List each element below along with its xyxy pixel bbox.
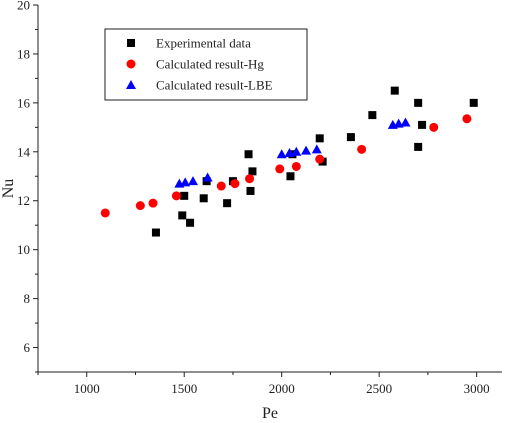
experimental-point	[178, 211, 187, 220]
x-axis-label: Pe	[262, 405, 278, 422]
hg-point	[291, 161, 301, 171]
experimental-point	[246, 186, 255, 195]
legend: Experimental data Calculated result-Hg C…	[104, 28, 308, 101]
legend-square-marker	[127, 39, 135, 47]
hg-point	[216, 181, 226, 191]
x-tick-label: 1500	[171, 381, 197, 396]
lbe-point	[187, 176, 198, 186]
lbe-point	[202, 172, 213, 182]
experimental-point	[414, 98, 423, 107]
experimental-point	[286, 172, 295, 181]
lbe-point	[400, 117, 411, 127]
x-tick-label: 3000	[464, 381, 490, 396]
experimental-point	[418, 120, 427, 129]
y-tick-label: 16	[17, 95, 31, 110]
legend-label-experimental: Experimental data	[156, 36, 251, 51]
y-tick-label: 6	[24, 340, 31, 355]
lbe-point	[291, 146, 302, 156]
hg-point	[357, 144, 367, 154]
experimental-point	[469, 98, 478, 107]
experimental-point	[390, 86, 399, 95]
x-tick-label: 1000	[74, 381, 100, 396]
lbe-point	[180, 177, 191, 187]
x-tick-label: 2000	[269, 381, 295, 396]
experimental-point	[223, 199, 232, 208]
axes	[37, 5, 502, 373]
y-tick-label: 20	[17, 0, 30, 13]
lbe-point	[301, 145, 312, 155]
hg-point	[315, 154, 325, 164]
hg-point	[148, 198, 158, 208]
hg-point	[171, 191, 181, 201]
hg-point	[275, 164, 285, 174]
lbe-point	[311, 144, 322, 154]
ticks: 1000 1500 2000 2500 3000 6 8 10 12 14 16 18 20	[17, 0, 490, 396]
experimental-point	[414, 142, 423, 151]
legend-circle-marker	[126, 59, 136, 69]
experimental-point	[346, 133, 355, 142]
experimental-point	[244, 150, 253, 159]
hg-point	[230, 179, 240, 189]
legend-box	[104, 28, 308, 101]
hg-point	[135, 201, 145, 211]
y-tick-label: 12	[17, 193, 30, 208]
x-tick-label: 2500	[366, 381, 392, 396]
y-tick-label: 10	[17, 242, 30, 257]
hg-point	[462, 114, 472, 124]
hg-point	[429, 122, 439, 132]
hg-point	[100, 208, 110, 218]
experimental-point	[248, 167, 257, 176]
experimental-point	[199, 194, 208, 203]
experimental-point	[180, 191, 189, 200]
y-tick-label: 8	[24, 291, 31, 306]
y-axis-label: Nu	[0, 179, 17, 199]
hg-point	[245, 174, 255, 184]
experimental-point	[186, 218, 195, 227]
legend-label-lbe: Calculated result-LBE	[156, 78, 273, 93]
experimental-point	[315, 134, 324, 143]
data-points	[100, 86, 478, 237]
legend-label-hg: Calculated result-Hg	[156, 57, 264, 72]
experimental-point	[368, 111, 377, 120]
lbe-point	[276, 149, 287, 159]
y-tick-label: 18	[17, 46, 30, 61]
legend-triangle-marker	[126, 80, 136, 89]
y-tick-label: 14	[17, 144, 31, 159]
experimental-point	[151, 228, 160, 237]
